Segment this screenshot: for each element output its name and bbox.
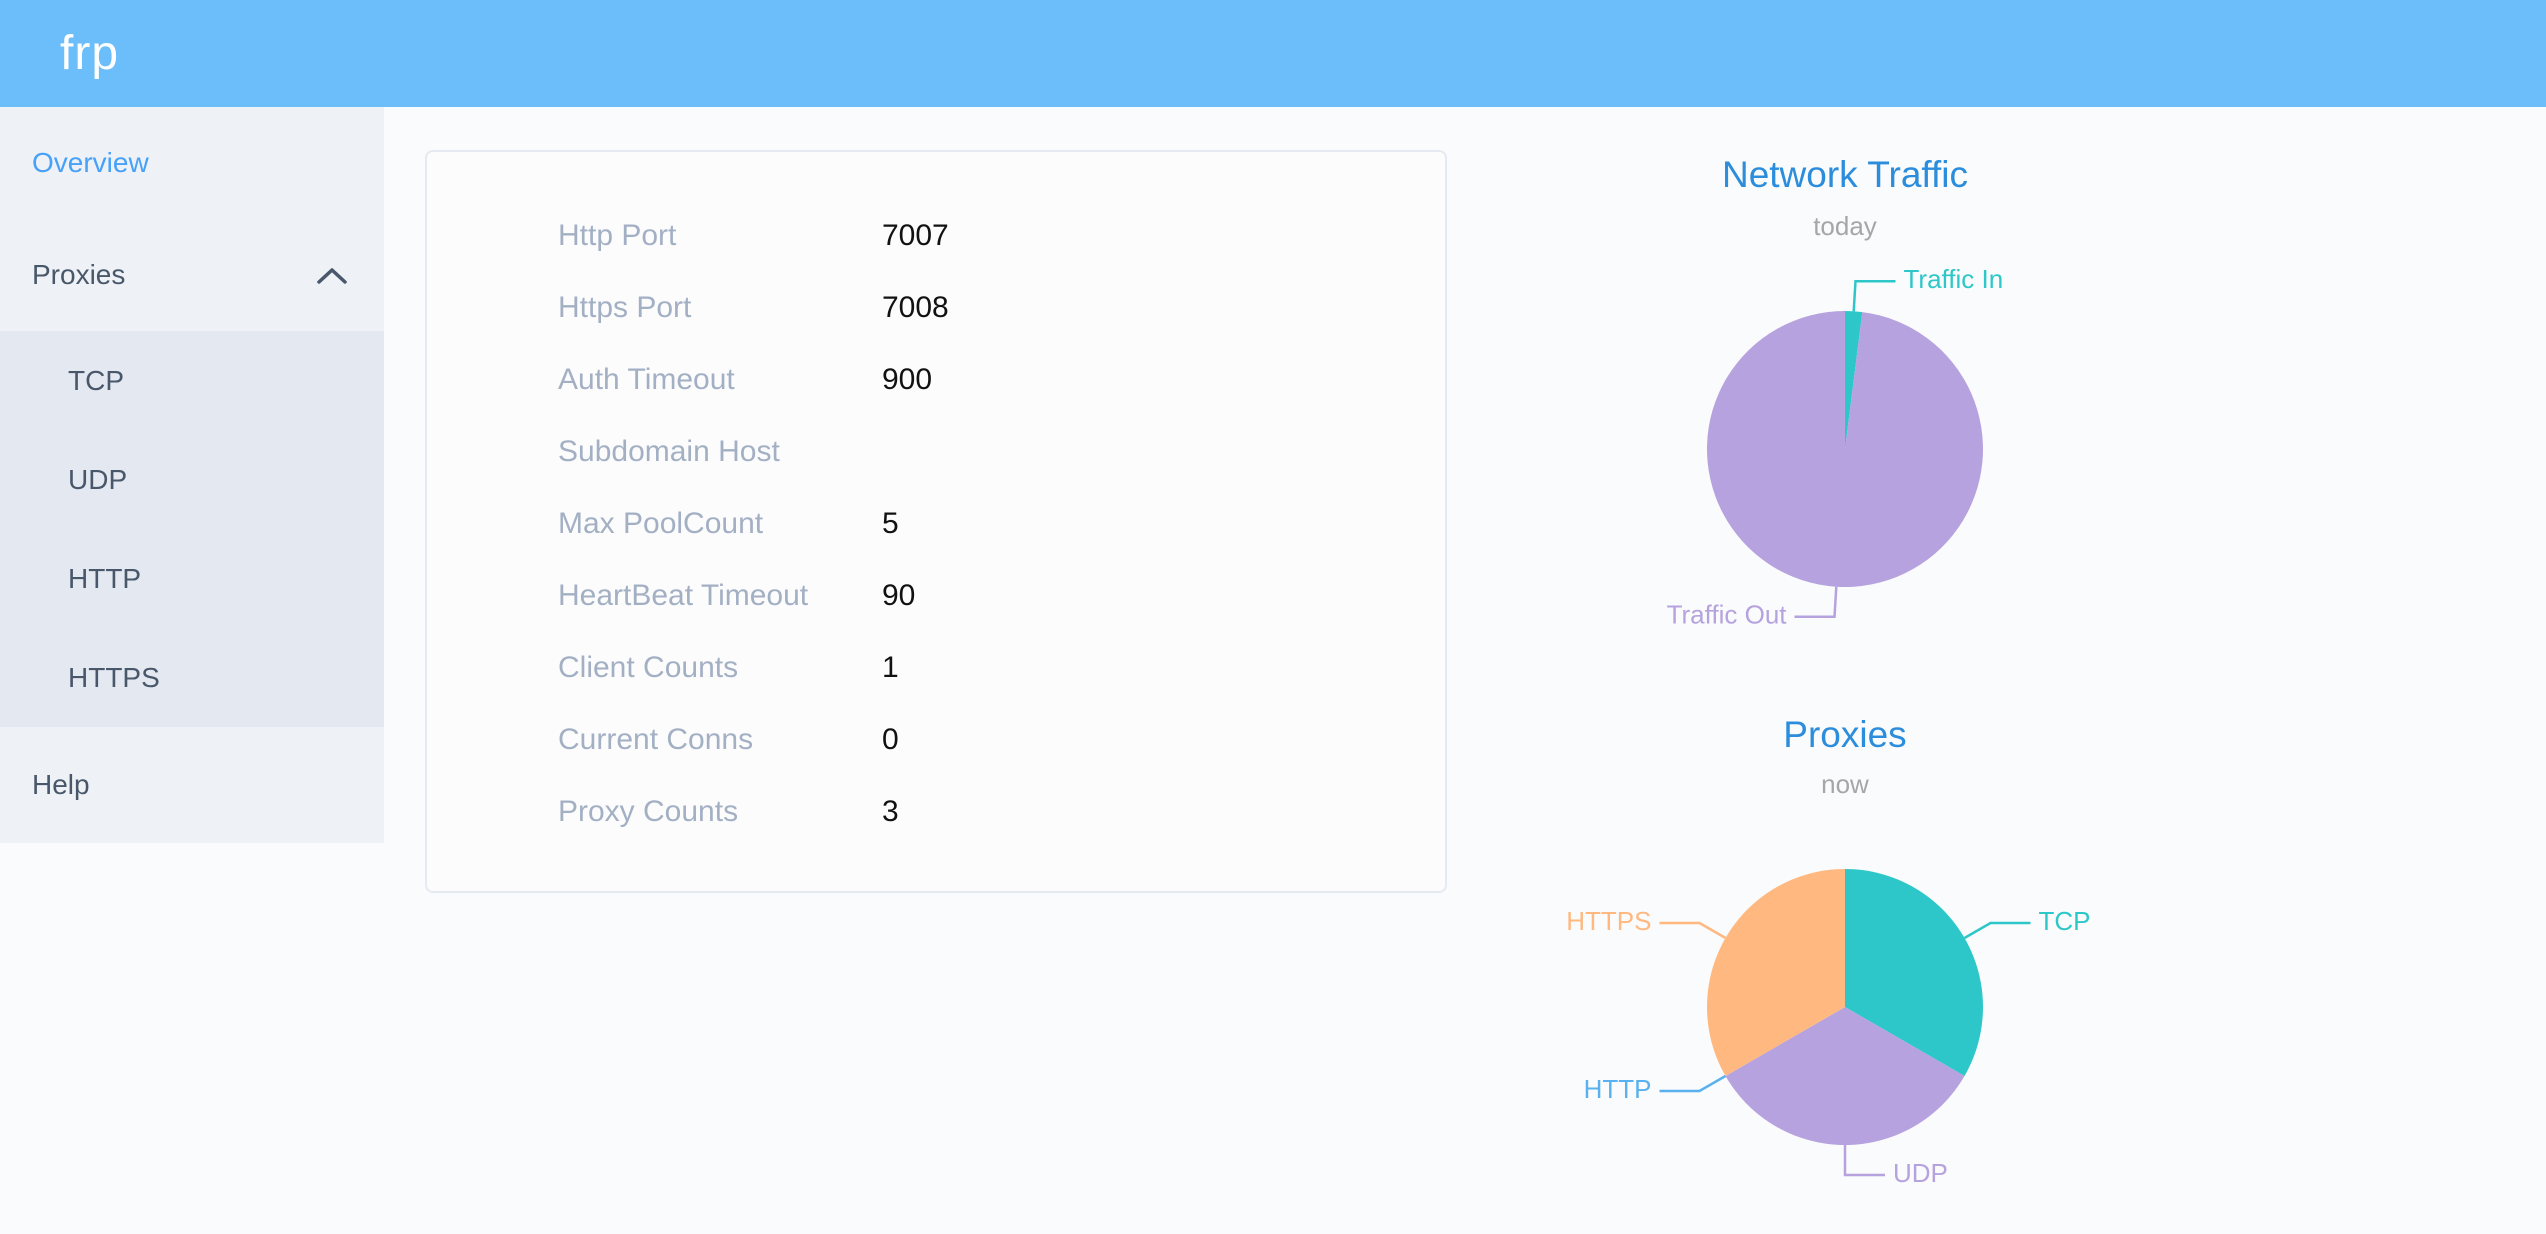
- pie-slice-traffic-in: [1845, 311, 1863, 449]
- config-value: 90: [882, 579, 916, 612]
- config-label: HeartBeat Timeout: [558, 579, 809, 612]
- pie-label-traffic-out: Traffic Out: [1667, 600, 1788, 630]
- network-traffic-pie: Traffic In Traffic Out: [1667, 264, 2004, 630]
- sidebar-submenu-proxies: TCP UDP HTTP HTTPS: [0, 331, 384, 727]
- config-value: 7007: [882, 219, 949, 252]
- pie-label-line-http: [1659, 1074, 1727, 1093]
- pie-label-line-tcp: [1963, 921, 2031, 940]
- config-label: Http Port: [558, 219, 677, 252]
- proxies-pie: TCP UDP HTTP HTTPS: [1566, 869, 2091, 1188]
- sidebar-item-proxies[interactable]: Proxies: [0, 219, 384, 331]
- pie-label-udp: UDP: [1893, 1158, 1948, 1188]
- config-value: 900: [882, 363, 933, 396]
- chevron-up-icon[interactable]: [316, 267, 348, 285]
- network-traffic-chart-title: Network Traffic: [1721, 154, 1969, 195]
- proxies-chart-subtitle: now: [1821, 769, 1869, 799]
- pie-label-https: HTTPS: [1566, 906, 1651, 936]
- config-row-current-conns: Current Conns 0: [427, 704, 1445, 776]
- server-config-card: Http Port 7007 Https Port 7008 Auth Time…: [425, 150, 1447, 893]
- config-label: Max PoolCount: [558, 507, 764, 540]
- pie-label-line-traffic-in: [1852, 280, 1896, 312]
- config-row-proxy-counts: Proxy Counts 3: [427, 776, 1445, 848]
- app-header: frp: [0, 0, 2546, 107]
- proxies-chart-title: Proxies: [1783, 714, 1907, 755]
- config-label: Subdomain Host: [558, 435, 780, 468]
- config-label: Auth Timeout: [558, 363, 735, 396]
- config-label: Proxy Counts: [558, 795, 739, 828]
- network-traffic-chart: Network Traffic today Traffic In Traffic …: [1545, 140, 2145, 680]
- pie-label-traffic-in: Traffic In: [1904, 264, 2004, 294]
- config-value: 1: [882, 651, 899, 684]
- pie-label-line-https: [1659, 921, 1727, 940]
- server-config-rows: Http Port 7007 Https Port 7008 Auth Time…: [427, 152, 1445, 848]
- sidebar-item-proxies-label: Proxies: [32, 259, 126, 290]
- sidebar: Overview Proxies TCP UDP HTTP HTTPS Help: [0, 107, 384, 843]
- sidebar-item-tcp[interactable]: TCP: [68, 365, 124, 396]
- config-label: Client Counts: [558, 651, 739, 684]
- pie-slice-https: [1707, 869, 1845, 1076]
- pie-label-http: HTTP: [1584, 1074, 1652, 1104]
- config-row-max-poolcount: Max PoolCount 5: [427, 488, 1445, 560]
- config-row-auth-timeout: Auth Timeout 900: [427, 344, 1445, 416]
- sidebar-item-http[interactable]: HTTP: [68, 563, 142, 594]
- sidebar-item-udp[interactable]: UDP: [68, 464, 128, 495]
- pie-slice-traffic-out: [1706, 311, 1983, 587]
- config-value: 7008: [882, 291, 949, 324]
- pie-label-line-udp: [1843, 1145, 1885, 1177]
- sidebar-item-https[interactable]: HTTPS: [68, 662, 160, 693]
- app-logo[interactable]: frp: [60, 26, 120, 80]
- pie-slice-udp: [1725, 1007, 1965, 1145]
- config-row-https-port: Https Port 7008: [427, 272, 1445, 344]
- config-row-subdomain-host: Subdomain Host: [427, 416, 1445, 488]
- config-value: 5: [882, 507, 899, 540]
- network-traffic-chart-subtitle: today: [1813, 211, 1877, 241]
- config-row-client-counts: Client Counts 1: [427, 632, 1445, 704]
- pie-slice-tcp: [1845, 869, 1983, 1076]
- proxies-chart: Proxies now TCP UDP HTTP HTTPS: [1545, 700, 2145, 1234]
- pie-label-tcp: TCP: [2039, 906, 2091, 936]
- config-row-http-port: Http Port 7007: [427, 200, 1445, 272]
- config-value: 3: [882, 795, 899, 828]
- sidebar-item-overview[interactable]: Overview: [32, 147, 149, 178]
- sidebar-item-help[interactable]: Help: [32, 769, 90, 800]
- config-row-heartbeat-timeout: HeartBeat Timeout 90: [427, 560, 1445, 632]
- config-label: Current Conns: [558, 723, 754, 756]
- config-value: 0: [882, 723, 899, 756]
- pie-label-line-traffic-out: [1794, 586, 1838, 618]
- config-label: Https Port: [558, 291, 692, 324]
